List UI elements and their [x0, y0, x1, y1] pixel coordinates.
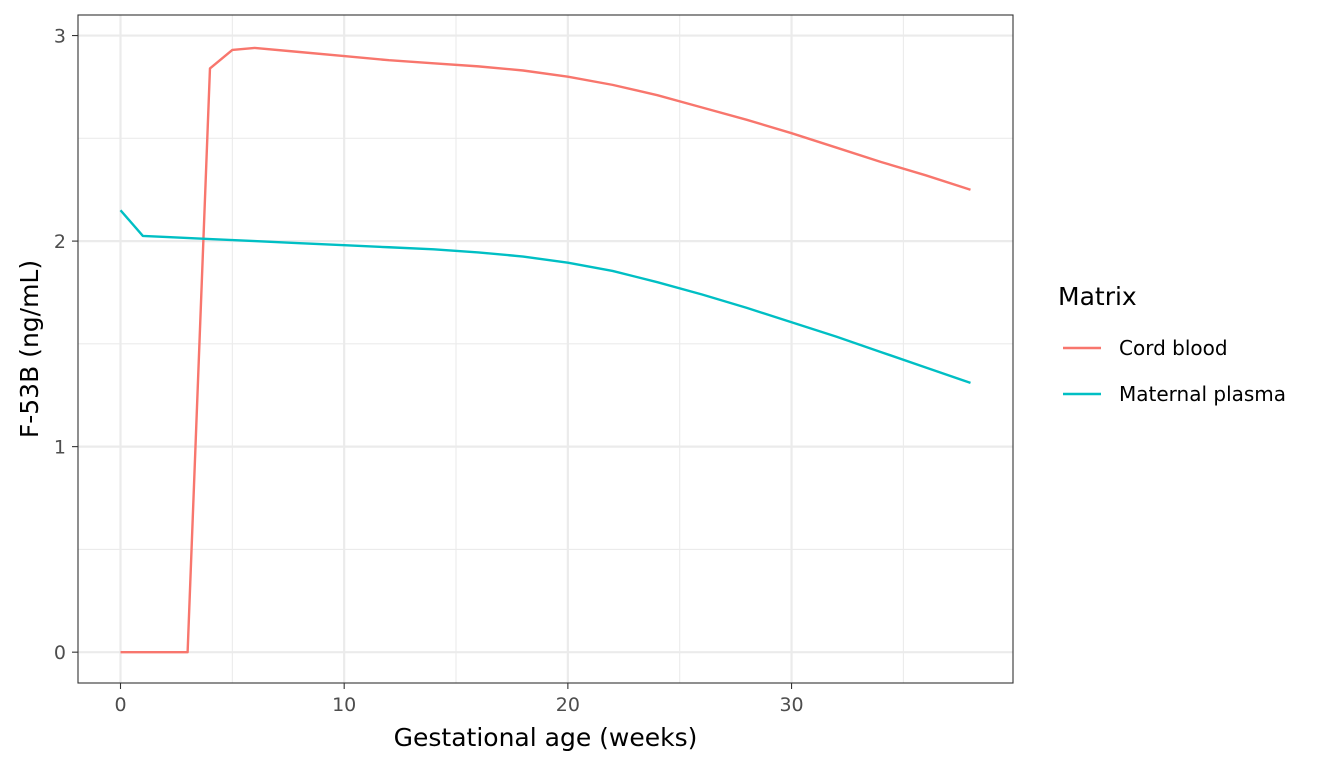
legend-label-maternal-plasma: Maternal plasma — [1119, 382, 1286, 406]
legend-label-cord-blood: Cord blood — [1119, 336, 1228, 360]
panel-border — [77, 14, 1014, 684]
x-tick-label: 0 — [114, 694, 126, 716]
y-tick-label: 1 — [54, 437, 66, 459]
y-tick-label: 2 — [54, 231, 66, 253]
x-tick-label: 30 — [779, 694, 803, 716]
series-lines — [119, 46, 971, 654]
series-line-maternal-plasma — [119, 209, 971, 385]
x-tick-label: 20 — [556, 694, 580, 716]
y-tick-label: 0 — [54, 642, 66, 664]
y-axis: 0 1 2 3 — [54, 26, 78, 664]
legend: Matrix Cord blood Maternal plasma — [1058, 282, 1286, 406]
series-line-cord-blood — [120, 46, 971, 654]
y-axis-title: F-53B (ng/mL) — [15, 260, 44, 438]
x-axis: 0 10 20 30 — [114, 683, 804, 716]
major-gridlines — [78, 15, 1013, 683]
legend-title: Matrix — [1058, 282, 1137, 311]
x-axis-title: Gestational age (weeks) — [394, 723, 698, 752]
y-tick-label: 3 — [54, 26, 66, 48]
x-tick-label: 10 — [332, 694, 356, 716]
